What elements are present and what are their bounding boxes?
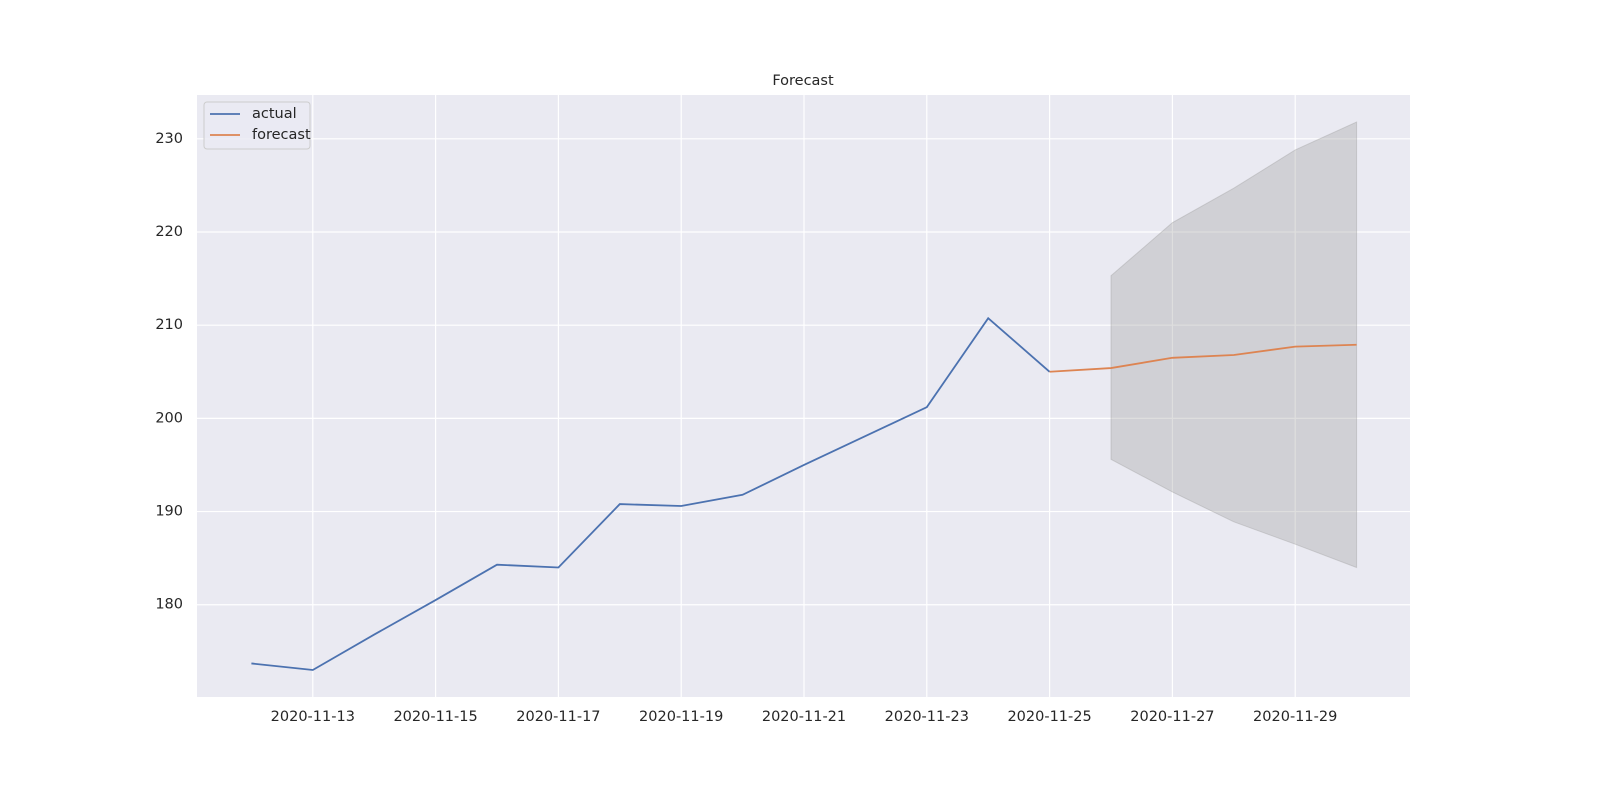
chart-title: Forecast (772, 73, 834, 89)
legend-label: forecast (252, 127, 311, 143)
x-tick-label: 2020-11-29 (1253, 709, 1337, 725)
y-tick-label: 200 (155, 410, 183, 426)
y-tick-label: 210 (155, 317, 183, 333)
x-tick-label: 2020-11-23 (885, 709, 969, 725)
series-line (251, 316, 1051, 671)
x-tick-label: 2020-11-27 (1130, 709, 1214, 725)
legend-label: actual (252, 106, 297, 122)
x-tick-label: 2020-11-19 (639, 709, 723, 725)
y-tick-label: 230 (155, 131, 183, 147)
confidence-band (1110, 121, 1358, 569)
x-tick-label: 2020-11-17 (516, 709, 600, 725)
x-tick-label: 2020-11-13 (271, 709, 355, 725)
x-tick-label: 2020-11-21 (762, 709, 846, 725)
series-line (1049, 343, 1357, 373)
y-tick-label: 180 (155, 597, 183, 613)
x-tick-label: 2020-11-15 (393, 709, 477, 725)
y-tick-label: 220 (155, 224, 183, 240)
y-tick-label: 190 (155, 504, 183, 520)
x-tick-label: 2020-11-25 (1007, 709, 1091, 725)
